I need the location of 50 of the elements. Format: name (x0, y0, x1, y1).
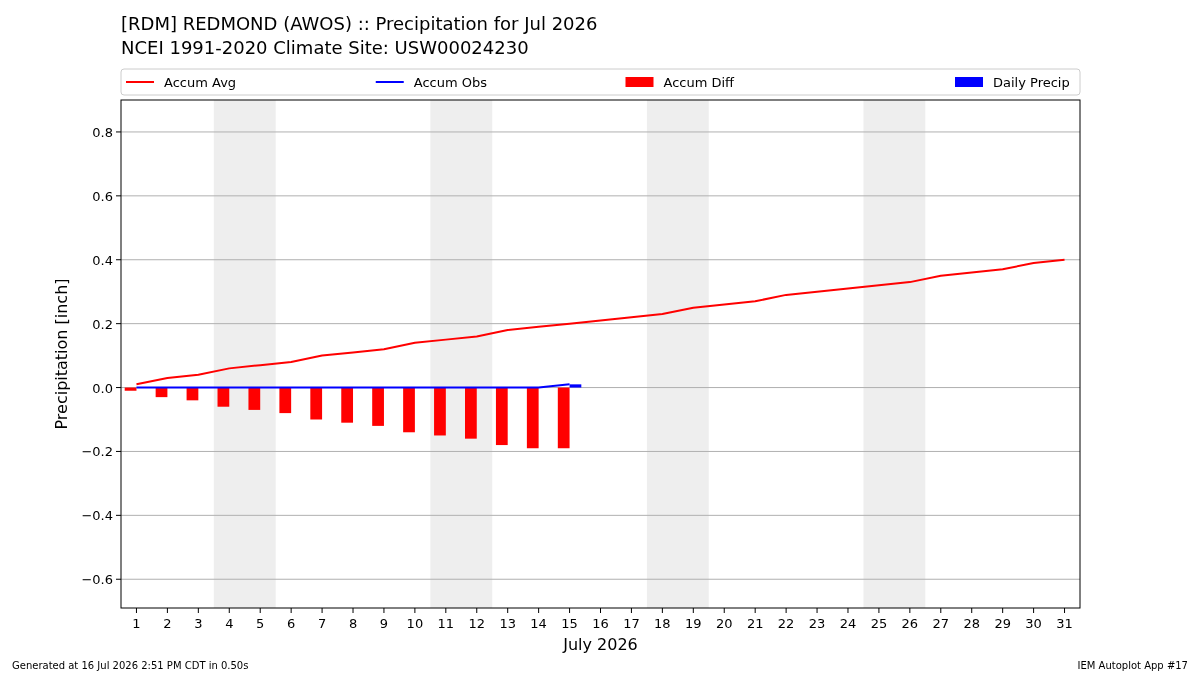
text: IEM Autoplot App #17 (1077, 660, 1188, 671)
x-tick-label: 30 (1025, 616, 1042, 631)
x-tick-label: 13 (499, 616, 516, 631)
x-tick-label: 15 (561, 616, 578, 631)
x-tick-label: 18 (654, 616, 671, 631)
y-axis-title: Precipitation [inch] (52, 278, 71, 430)
y-tick-label: 0.6 (92, 188, 113, 204)
legend-label: Accum Obs (413, 75, 488, 90)
y-tick-label: 0.8 (92, 124, 113, 140)
x-tick-label: 5 (256, 616, 265, 631)
x-tick-label: 1 (132, 616, 141, 631)
x-tick-label: 12 (468, 616, 486, 631)
x-tick-label: 2 (163, 616, 172, 631)
text: Generated at 16 Jul 2026 2:51 PM CDT in 0.50s (12, 660, 249, 671)
legend-label: Daily Precip (993, 75, 1070, 90)
x-tick-label: 10 (406, 616, 424, 631)
x-tick-label: 22 (777, 616, 795, 631)
y-tick-label: 0.4 (92, 252, 113, 268)
x-tick-label: 11 (437, 616, 455, 631)
x-tick-label: 29 (994, 616, 1011, 631)
x-axis-title: July 2026 (562, 635, 638, 654)
x-tick-label: 6 (287, 616, 296, 631)
x-tick-label: 7 (317, 616, 327, 631)
y-tick-label: −0.6 (81, 572, 113, 588)
y-tick-label: 0.2 (92, 316, 113, 332)
x-tick-label: 24 (839, 616, 857, 631)
x-tick-label: 16 (592, 616, 609, 631)
x-tick-label: 23 (808, 616, 826, 631)
x-tick-label: 17 (623, 616, 640, 631)
x-tick-label: 25 (870, 616, 888, 631)
legend-label: Accum Diff (663, 75, 736, 90)
chart-subtitle: NCEI 1991-2020 Climate Site: USW00024230 (121, 37, 529, 58)
x-tick-label: 3 (194, 616, 203, 631)
x-tick-label: 26 (901, 616, 919, 631)
line-series (135, 258, 1066, 386)
x-tick-label: 31 (1056, 616, 1073, 631)
legend-label: Accum Avg (164, 75, 237, 90)
x-tick-label: 27 (932, 616, 950, 631)
y-tick-label: −0.4 (81, 508, 113, 524)
y-tick-label: −0.2 (81, 444, 113, 460)
y-tick-label: 0.0 (92, 380, 113, 396)
x-tick-label: 9 (379, 616, 389, 631)
x-tick-label: 19 (685, 616, 702, 631)
x-tick-label: 8 (348, 616, 358, 631)
x-tick-label: 20 (715, 616, 733, 631)
x-tick-label: 4 (225, 616, 234, 631)
x-tick-label: 14 (530, 616, 547, 631)
x-tick-label: 21 (746, 616, 764, 631)
chart-title: [RDM] REDMOND (AWOS) :: Precipitation for Jul 2026 (121, 13, 598, 34)
x-tick-label: 28 (963, 616, 980, 631)
